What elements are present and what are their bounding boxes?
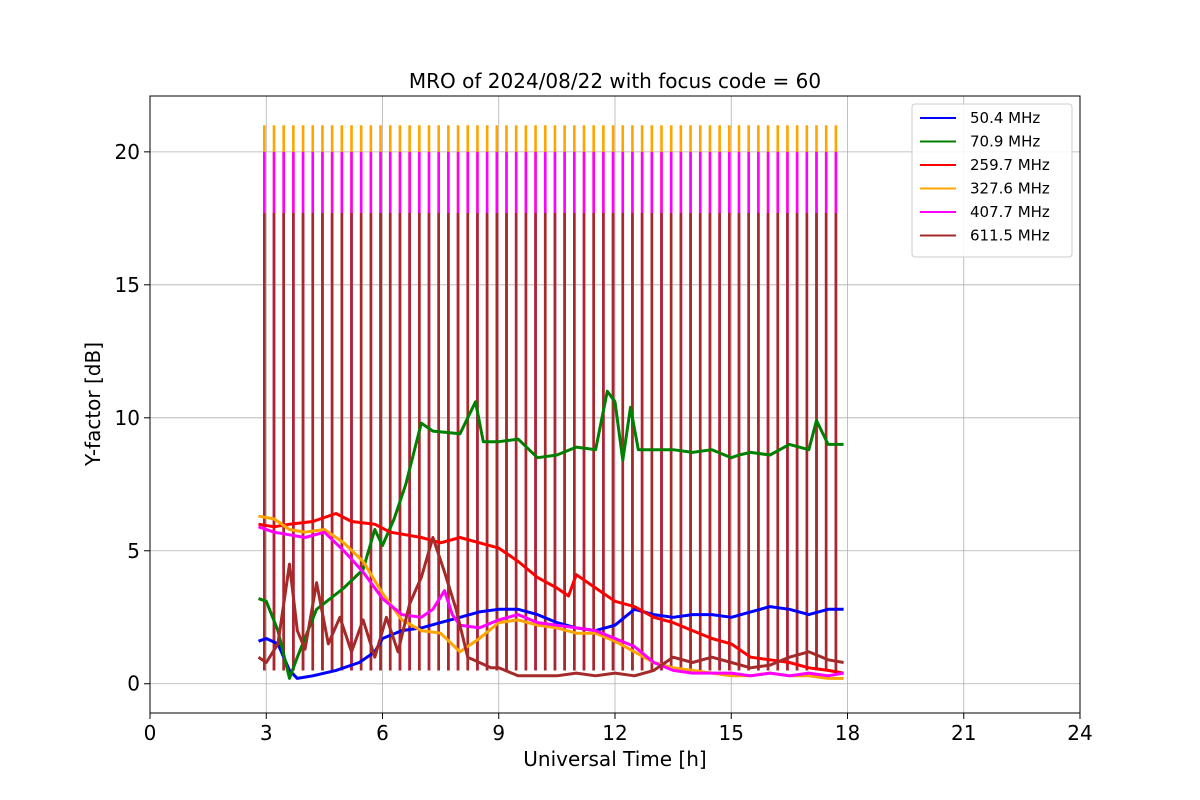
- y-tick-label: 15: [115, 273, 140, 297]
- x-tick-label: 9: [492, 721, 505, 745]
- y-tick-label: 10: [115, 406, 140, 430]
- x-tick-label: 18: [835, 721, 860, 745]
- calibration-spikes: [263, 125, 838, 671]
- x-tick-label: 12: [602, 721, 627, 745]
- x-tick-label: 6: [376, 721, 389, 745]
- chart-title: MRO of 2024/08/22 with focus code = 60: [409, 69, 821, 93]
- x-tick-label: 21: [951, 721, 976, 745]
- series-line: [258, 525, 844, 678]
- series-line: [258, 512, 844, 675]
- series-line: [258, 389, 844, 680]
- y-tick-label: 20: [115, 140, 140, 164]
- x-axis-label: Universal Time [h]: [523, 747, 706, 771]
- series-line: [258, 605, 844, 680]
- axis-ticks: 0 3 6 9 12 15 18 21 24 0 5 10 15 20: [115, 140, 1093, 745]
- y-tick-label: 0: [127, 672, 140, 696]
- series-lines: [257, 389, 844, 680]
- x-tick-label: 0: [144, 721, 157, 745]
- y-axis-label: Y-factor [dB]: [81, 342, 105, 467]
- legend-label: 259.7 MHz: [970, 156, 1050, 174]
- legend-label: 611.5 MHz: [970, 227, 1050, 245]
- x-tick-label: 15: [719, 721, 744, 745]
- legend: 50.4 MHz 70.9 MHz 259.7 MHz 327.6 MHz 407.7…: [911, 103, 1073, 258]
- y-tick-label: 5: [127, 539, 140, 563]
- legend-label: 407.7 MHz: [970, 203, 1050, 221]
- legend-label: 50.4 MHz: [970, 109, 1040, 127]
- legend-label: 70.9 MHz: [970, 133, 1040, 151]
- legend-label: 327.6 MHz: [970, 180, 1050, 198]
- x-tick-label: 24: [1067, 721, 1092, 745]
- x-tick-label: 3: [260, 721, 273, 745]
- series-line: [257, 536, 844, 678]
